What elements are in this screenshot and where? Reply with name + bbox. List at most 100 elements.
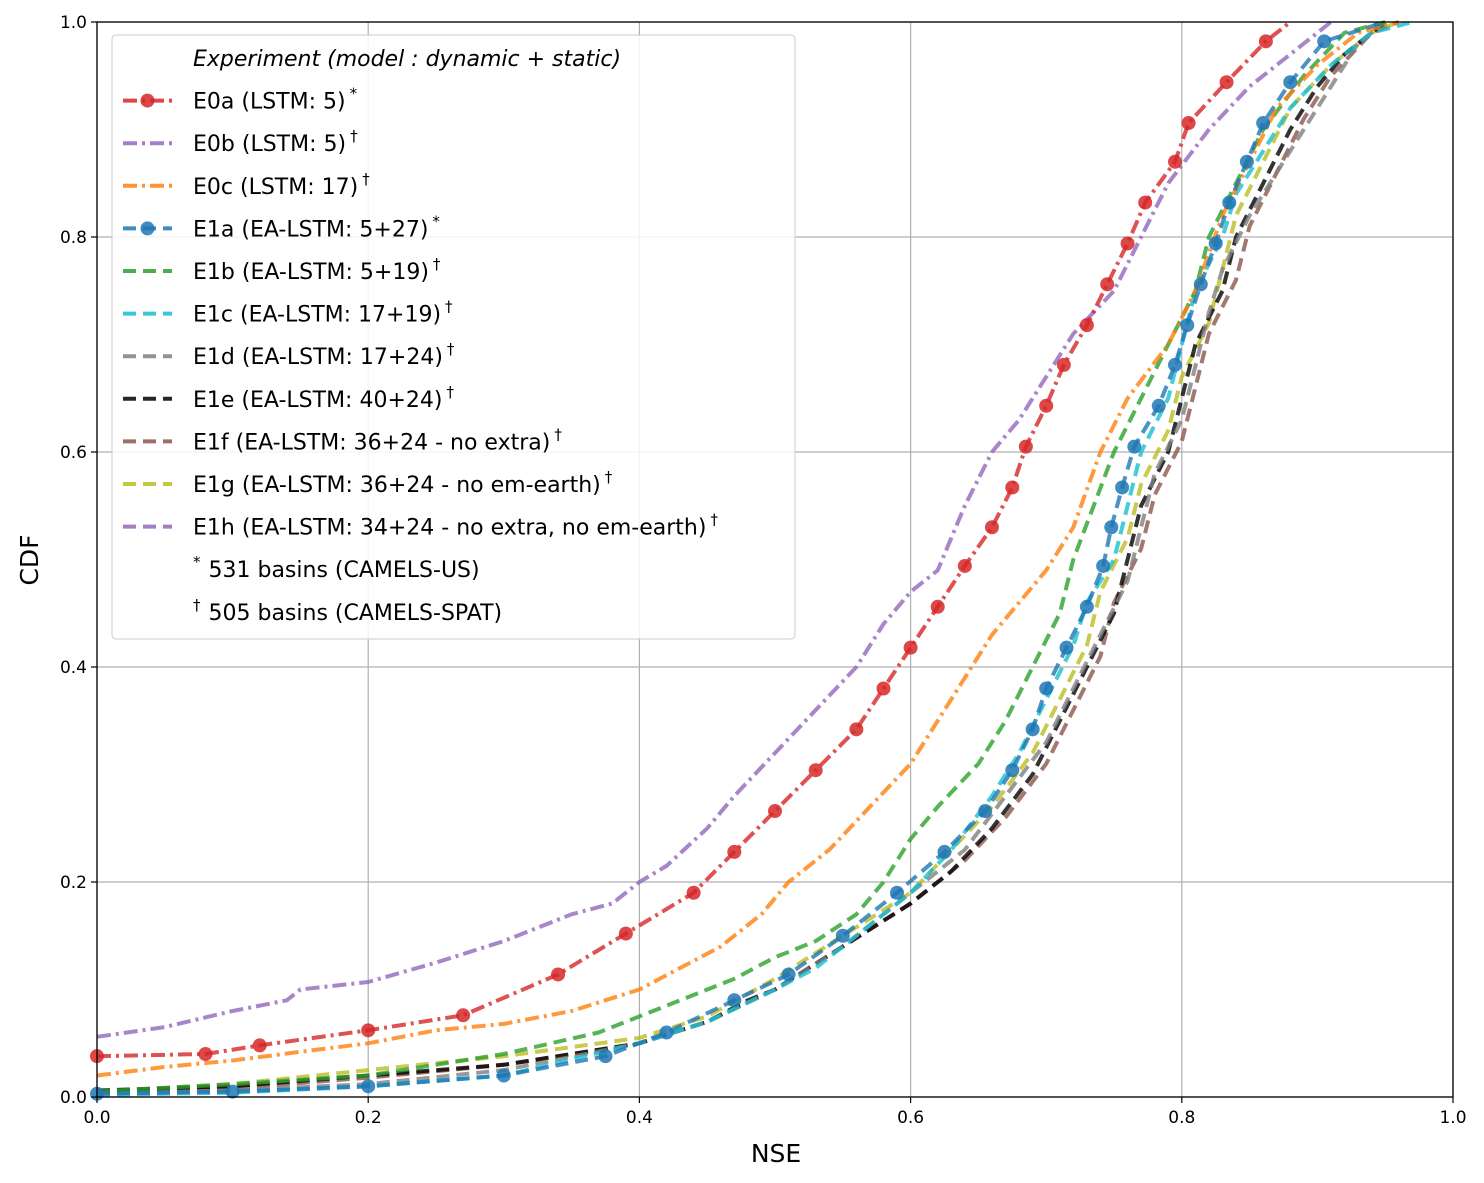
series-marker-3	[835, 928, 850, 943]
legend-label-name: E1d (EA-LSTM: 17+24)	[193, 345, 443, 370]
series-marker-0	[903, 640, 918, 655]
series-marker-3	[727, 993, 742, 1008]
legend-label: E1b (EA-LSTM: 5+19) †	[193, 255, 441, 285]
series-line-4	[96, 20, 1386, 1094]
series-marker-3	[1283, 75, 1298, 90]
x-axis-title: NSE	[751, 1139, 801, 1168]
x-tick-label: 0.8	[1168, 1108, 1195, 1128]
x-tick-label: 0.6	[897, 1108, 924, 1128]
series-line-3	[96, 20, 1386, 1096]
series-marker-3	[1180, 318, 1195, 333]
legend-label-name: E0b (LSTM: 5)	[193, 132, 346, 157]
legend-label-mark: †	[605, 468, 613, 486]
series-marker-3	[225, 1084, 240, 1099]
series-line-1	[96, 20, 1333, 1039]
series-marker-3	[890, 885, 905, 900]
series-marker-0	[727, 844, 742, 859]
series-marker-0	[957, 558, 972, 573]
legend-label-mark: †	[710, 511, 718, 529]
y-tick-label: 0.8	[60, 228, 87, 248]
series-marker-3	[1193, 277, 1208, 292]
legend: Experiment (model : dynamic + static) E0a…	[111, 34, 796, 640]
y-tick-label: 0.6	[60, 443, 87, 463]
series-marker-3	[1104, 520, 1119, 535]
legend-note-text: 531 basins (CAMELS-US)	[209, 558, 480, 583]
series-marker-3	[937, 844, 952, 859]
y-tick-label: 0.4	[60, 658, 87, 678]
series-marker-3	[1239, 154, 1254, 169]
legend-note: * 531 basins (CAMELS-US)	[193, 553, 480, 583]
legend-note: † 505 basins (CAMELS-SPAT)	[193, 596, 502, 626]
legend-label: E1h (EA-LSTM: 34+24 - no extra, no em-ea…	[193, 511, 718, 541]
x-tick-label: 1.0	[1439, 1108, 1466, 1128]
series-marker-0	[1138, 195, 1153, 210]
legend-label-mark: †	[445, 298, 453, 316]
legend-label-name: E1g (EA-LSTM: 36+24 - no em-earth)	[193, 473, 601, 498]
legend-label-mark: *	[350, 85, 358, 103]
series-marker-3	[1059, 640, 1074, 655]
series-marker-3	[1317, 34, 1332, 49]
series-marker-0	[551, 967, 566, 982]
plot-frame	[96, 21, 1454, 1098]
legend-marker	[140, 93, 155, 108]
legend-label-mark: †	[362, 170, 370, 188]
series-marker-0	[198, 1047, 213, 1061]
series-marker-0	[1039, 398, 1054, 413]
series-marker-0	[808, 763, 823, 778]
legend-title: Experiment (model : dynamic + static)	[193, 47, 621, 72]
series-marker-0	[1056, 357, 1071, 372]
series-marker-0	[1181, 116, 1196, 131]
series-line-0	[96, 20, 1292, 1059]
series-marker-0	[849, 722, 864, 737]
series-marker-0	[252, 1038, 267, 1053]
series-marker-0	[1018, 439, 1033, 454]
legend-label: E1e (EA-LSTM: 40+24) †	[193, 383, 454, 413]
legend-label-name: E1a (EA-LSTM: 5+27)	[193, 217, 428, 242]
series-marker-3	[659, 1025, 674, 1040]
legend-label-mark: *	[432, 212, 440, 230]
legend-label-mark: †	[433, 255, 441, 273]
x-tick-label: 0.0	[83, 1108, 110, 1128]
legend-label: E1d (EA-LSTM: 17+24) †	[193, 340, 455, 370]
x-tick-label: 0.2	[355, 1108, 382, 1128]
series-marker-0	[930, 599, 945, 614]
legend-label: E1c (EA-LSTM: 17+19) †	[193, 298, 453, 328]
series-marker-3	[1025, 722, 1040, 737]
legend-label-mark: †	[554, 425, 562, 443]
legend-label: E1g (EA-LSTM: 36+24 - no em-earth) †	[193, 468, 613, 498]
series-marker-0	[1168, 154, 1183, 169]
series-marker-3	[598, 1049, 613, 1064]
legend-note-text: 505 basins (CAMELS-SPAT)	[209, 601, 503, 626]
series-marker-3	[781, 967, 796, 982]
series-layer	[90, 20, 1413, 1101]
series-line-2	[96, 20, 1400, 1078]
series-marker-0	[1258, 34, 1273, 49]
legend-marker	[140, 221, 155, 236]
axis-ticks: 0.0 0.2 0.4 0.6 0.8 1.0 0.0 0.2 0.4 0.6 0.8 1.0	[60, 13, 1467, 1128]
legend-note-mark: *	[193, 553, 201, 571]
legend-label-name: E1h (EA-LSTM: 34+24 - no extra, no em-ea…	[193, 516, 706, 541]
legend-label-name: E1c (EA-LSTM: 17+19)	[193, 303, 441, 328]
series-marker-3	[1096, 558, 1111, 573]
series-marker-0	[686, 885, 701, 900]
series-marker-3	[1151, 398, 1166, 413]
legend-label: E0b (LSTM: 5) †	[193, 127, 358, 157]
legend-label-name: E1e (EA-LSTM: 40+24)	[193, 388, 442, 413]
legend-label-name: E0c (LSTM: 17)	[193, 175, 358, 200]
series-marker-3	[1005, 763, 1020, 778]
series-marker-0	[361, 1023, 376, 1038]
legend-items: Experiment (model : dynamic + static) E0a…	[123, 47, 718, 626]
series-marker-0	[768, 804, 782, 819]
series-marker-0	[1100, 277, 1115, 292]
legend-label-name: E1b (EA-LSTM: 5+19)	[193, 260, 429, 285]
series-marker-3	[1222, 195, 1237, 210]
series-marker-0	[984, 520, 999, 535]
series-marker-3	[1127, 439, 1142, 454]
series-marker-0	[1120, 236, 1135, 251]
legend-box	[111, 34, 796, 640]
series-marker-3	[496, 1068, 511, 1083]
legend-label-mark: †	[446, 383, 454, 401]
series-marker-3	[1256, 116, 1271, 131]
y-tick-label: 0.2	[60, 873, 87, 893]
